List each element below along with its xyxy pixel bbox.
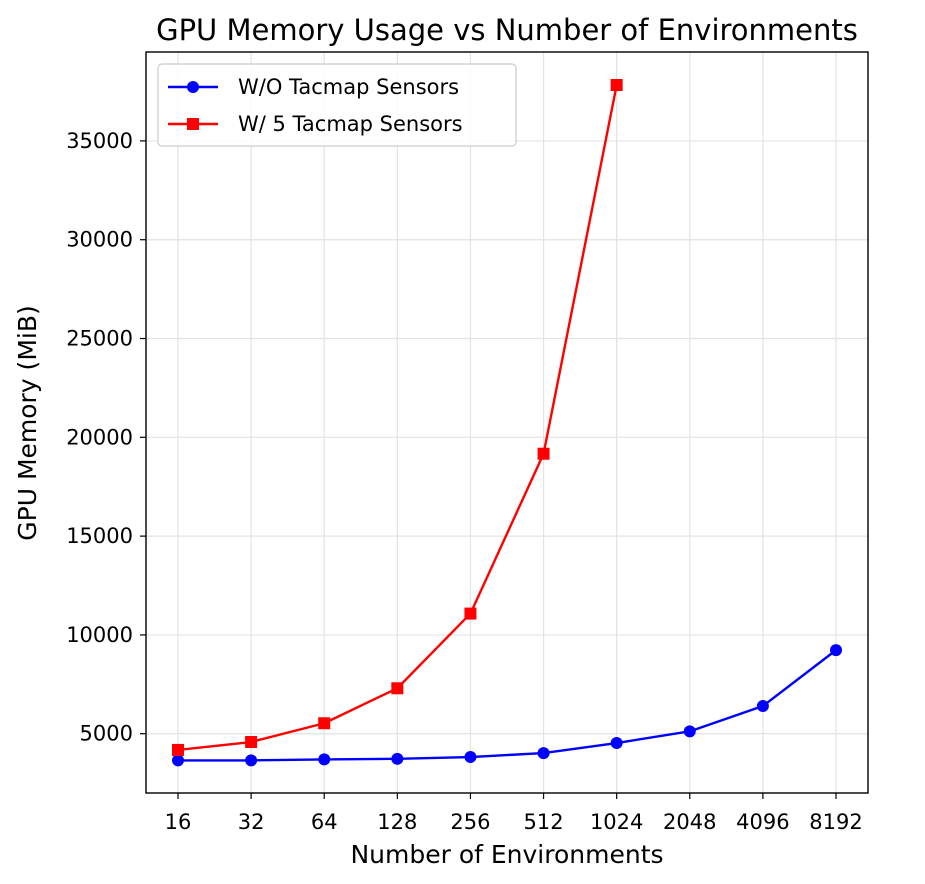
y-tick-label: 15000 [66, 524, 133, 548]
y-tick-label: 30000 [66, 228, 133, 252]
x-tick-label: 2048 [663, 810, 716, 834]
series-2-point [172, 743, 184, 756]
x-tick-label: 4096 [736, 810, 789, 834]
y-tick-label: 20000 [66, 425, 133, 449]
x-tick-label: 256 [450, 810, 490, 834]
series-1-point [391, 752, 404, 765]
y-axis-ticks: 5000 10000 15000 20000 25000 30000 35000 [66, 129, 146, 746]
series-2-point [610, 78, 623, 91]
series-1-point [464, 751, 477, 764]
x-tick-label: 128 [377, 810, 417, 834]
legend-label: W/ 5 Tacmap Sensors [238, 112, 463, 136]
legend-label: W/O Tacmap Sensors [238, 75, 459, 99]
x-axis-ticks: 16 32 64 128 256 512 1024 2048 4096 8192 [165, 793, 863, 834]
series-2-point [318, 717, 331, 730]
x-tick-label: 32 [238, 810, 265, 834]
series-1-point [537, 747, 550, 760]
series-2-point [464, 607, 477, 620]
x-tick-label: 512 [524, 810, 564, 834]
series-1-line [178, 649, 837, 762]
y-tick-label: 25000 [66, 327, 133, 351]
y-tick-label: 10000 [66, 623, 133, 647]
series-2-point [245, 736, 258, 749]
series-1-point [172, 754, 184, 767]
legend-swatch-marker [187, 81, 199, 93]
legend-items: W/O Tacmap Sensors W/ 5 Tacmap Sensors [168, 75, 463, 136]
x-tick-label: 1024 [590, 810, 643, 834]
x-tick-label: 64 [311, 810, 338, 834]
grid-lines [146, 52, 868, 793]
series-2-point [537, 447, 550, 460]
y-axis-label: GPU Memory (MiB) [13, 305, 42, 541]
series-1-point [683, 725, 696, 738]
series-1-point [830, 644, 842, 657]
x-tick-label: 8192 [809, 810, 862, 834]
y-tick-label: 5000 [80, 722, 133, 746]
series-1-point [318, 753, 331, 766]
legend-box [157, 63, 517, 147]
legend-swatch-marker [187, 118, 199, 130]
chart-title: GPU Memory Usage vs Number of Environmen… [156, 13, 858, 47]
series-2-point [391, 682, 404, 695]
x-axis-label: Number of Environments [350, 840, 663, 869]
x-tick-label: 16 [165, 810, 192, 834]
series-1-point [245, 754, 258, 767]
series-1-point [756, 700, 769, 713]
y-tick-label: 35000 [66, 129, 133, 153]
series-1-point [610, 737, 623, 750]
series-markers [172, 78, 842, 767]
plot-area-frame [145, 51, 869, 794]
legend: W/O Tacmap Sensors W/ 5 Tacmap Sensors [157, 63, 517, 147]
